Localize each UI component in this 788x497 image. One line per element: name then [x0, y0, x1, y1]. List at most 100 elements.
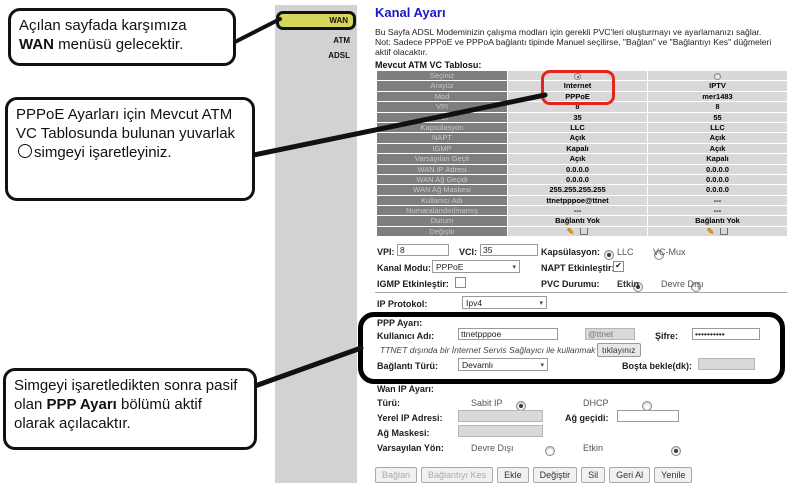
- sifre-input[interactable]: [692, 328, 760, 340]
- kanal-modu-label: Kanal Modu:: [377, 263, 431, 273]
- dropdown-caret-icon: ▾: [540, 361, 544, 369]
- page-description-1: Bu Sayfa ADSL Modeminizin çalışma modlar…: [375, 27, 762, 37]
- atm-row-select-radio[interactable]: [714, 73, 721, 81]
- atm-row-label: WAN Ağ Maskesi: [377, 185, 507, 195]
- delete-trash-icon[interactable]: [719, 226, 730, 236]
- wan-ip-section-title: Wan IP Ayarı:: [377, 384, 434, 394]
- atm-table-cell: Açık: [648, 133, 787, 143]
- vpi-input[interactable]: [397, 244, 449, 256]
- llc-label: LLC: [617, 247, 634, 257]
- button-ba-lan[interactable]: Bağlan: [375, 467, 418, 483]
- ip-protokol-select[interactable]: Ipv4 ▾: [462, 296, 547, 309]
- atm-table-cell: [648, 71, 787, 81]
- baglanti-turu-select[interactable]: Devamlı ▾: [458, 358, 548, 371]
- vpi-label: VPI:: [377, 247, 395, 257]
- atm-table-cell: [508, 71, 647, 81]
- kullanici-adi-input[interactable]: [458, 328, 558, 340]
- page-title: Kanal Ayarı: [375, 5, 446, 20]
- atm-table-row: VPI 8 8: [377, 102, 787, 112]
- dhcp-label: DHCP: [583, 398, 609, 408]
- atm-table-cell: ttnetpppoe@ttnet: [508, 195, 647, 206]
- atm-table-row: WAN Ağ Geçidi 0.0.0.0 0.0.0.0: [377, 174, 787, 185]
- atm-table-cell: Bağlantı Yok: [508, 216, 647, 226]
- pvc-etkin-radio[interactable]: [632, 281, 643, 292]
- delete-trash-icon[interactable]: [579, 226, 590, 236]
- atm-table-cell: Bağlantı Yok: [648, 216, 787, 226]
- check-icon: ✔: [615, 261, 622, 270]
- sidebar-menu: WAN ATM ADSL: [275, 5, 357, 483]
- atm-table-row: Kapsülasyon LLC LLC: [377, 122, 787, 133]
- dropdown-caret-icon: ▾: [512, 263, 516, 271]
- varsayilan-etkin-radio[interactable]: [671, 445, 682, 456]
- igmp-checkbox[interactable]: [455, 277, 466, 288]
- kanal-modu-select[interactable]: PPPoE ▾: [432, 260, 520, 273]
- varsayilan-yon-label: Varsayılan Yön:: [377, 443, 444, 453]
- atm-table-row: VCI 35 55: [377, 112, 787, 122]
- atm-table-row: WAN IP Adresi 0.0.0.0 0.0.0.0: [377, 164, 787, 174]
- radio-circle-icon: [18, 144, 32, 159]
- tiklayiniz-button[interactable]: tıklayınız: [597, 343, 641, 357]
- atm-table-row: Durum Bağlantı Yok Bağlantı Yok: [377, 216, 787, 226]
- atm-table-cell: 55: [648, 112, 787, 122]
- baglanti-turu-label: Bağlantı Türü:: [377, 361, 438, 371]
- atm-table-cell: Internet: [508, 81, 647, 91]
- button-de-i-tir[interactable]: Değiştir: [532, 467, 578, 483]
- ttnet-note-text: TTNET dışında bir İnternet Servis Sağlay…: [380, 345, 611, 355]
- pvc-devre-radio[interactable]: [691, 281, 702, 292]
- divider: [375, 292, 787, 293]
- atm-table-title: Mevcut ATM VC Tablosu:: [375, 60, 482, 70]
- ag-gecidi-input[interactable]: [617, 410, 679, 422]
- atm-row-label: Seçiniz: [377, 71, 507, 81]
- atm-row-label: Numaralandırılmamış: [377, 206, 507, 216]
- bosta-bekle-label: Boşta bekle(dk):: [622, 361, 693, 371]
- callout-atm-radio: PPPoE Ayarları için Mevcut ATM VC Tablos…: [5, 97, 255, 201]
- atm-table-row: Arayüz Internet IPTV: [377, 81, 787, 91]
- atm-table-row: IGMP Kapalı Açık: [377, 143, 787, 154]
- atm-table-cell: ✎: [508, 226, 647, 237]
- atm-table-cell: IPTV: [648, 81, 787, 91]
- atm-table-cell: 0.0.0.0: [508, 164, 647, 174]
- ppp-section-title: PPP Ayarı:: [377, 318, 423, 328]
- atm-table-cell: ---: [508, 206, 647, 216]
- atm-table-cell: Açık: [508, 154, 647, 164]
- atm-row-select-radio[interactable]: [574, 73, 581, 81]
- kapsulasyon-vcmux-radio[interactable]: [654, 249, 665, 260]
- ag-maskesi-label: Ağ Maskesi:: [377, 428, 430, 438]
- pvc-devre-label: Devre Dışı: [661, 279, 704, 289]
- sidebar-item-atm[interactable]: ATM: [333, 36, 350, 45]
- atm-row-label: Kullanıcı Adı: [377, 195, 507, 206]
- napt-checkbox[interactable]: ✔: [613, 261, 624, 272]
- dropdown-caret-icon: ▾: [539, 299, 543, 307]
- callout-ppp-active: Simgeyi işaretledikten sonra pasif olan …: [3, 368, 257, 450]
- atm-table-row: Mod PPPoE mer1483: [377, 91, 787, 102]
- vci-input[interactable]: [480, 244, 538, 256]
- varsayilan-devre-radio[interactable]: [544, 445, 555, 456]
- ag-gecidi-label: Ağ geçidi:: [565, 413, 609, 423]
- atm-table-cell: Kapalı: [508, 143, 647, 154]
- kapsulasyon-llc-radio[interactable]: [604, 249, 614, 260]
- button-ekle[interactable]: Ekle: [497, 467, 529, 483]
- edit-pencil-icon[interactable]: ✎: [566, 226, 575, 237]
- atm-table-cell: LLC: [508, 122, 647, 133]
- atm-table-cell: ---: [648, 195, 787, 206]
- atm-table-cell: LLC: [648, 122, 787, 133]
- atm-table-cell: 0.0.0.0: [648, 174, 787, 185]
- button-sil[interactable]: Sil: [581, 467, 606, 483]
- atm-row-label: NAPT: [377, 133, 507, 143]
- button-ba-lant-y-kes[interactable]: Bağlantıyı Kes: [421, 467, 494, 483]
- sifre-label: Şifre:: [655, 331, 679, 341]
- atm-table-row: NAPT Açık Açık: [377, 133, 787, 143]
- atm-table-cell: 8: [508, 102, 647, 112]
- button-geri-al[interactable]: Geri Al: [609, 467, 651, 483]
- atm-row-label: Mod: [377, 91, 507, 102]
- sidebar-item-adsl[interactable]: ADSL: [328, 51, 350, 60]
- edit-pencil-icon[interactable]: ✎: [706, 226, 715, 237]
- varsayilan-devre-label: Devre Dışı: [471, 443, 514, 453]
- button-yenile[interactable]: Yenile: [654, 467, 693, 483]
- sidebar-item-wan[interactable]: WAN: [276, 11, 356, 30]
- kapsulasyon-label: Kapsülasyon:: [541, 247, 601, 257]
- vcmux-label: VC-Mux: [653, 247, 686, 257]
- atm-row-label: Değiştir: [377, 226, 507, 237]
- bosta-bekle-input: [698, 358, 755, 370]
